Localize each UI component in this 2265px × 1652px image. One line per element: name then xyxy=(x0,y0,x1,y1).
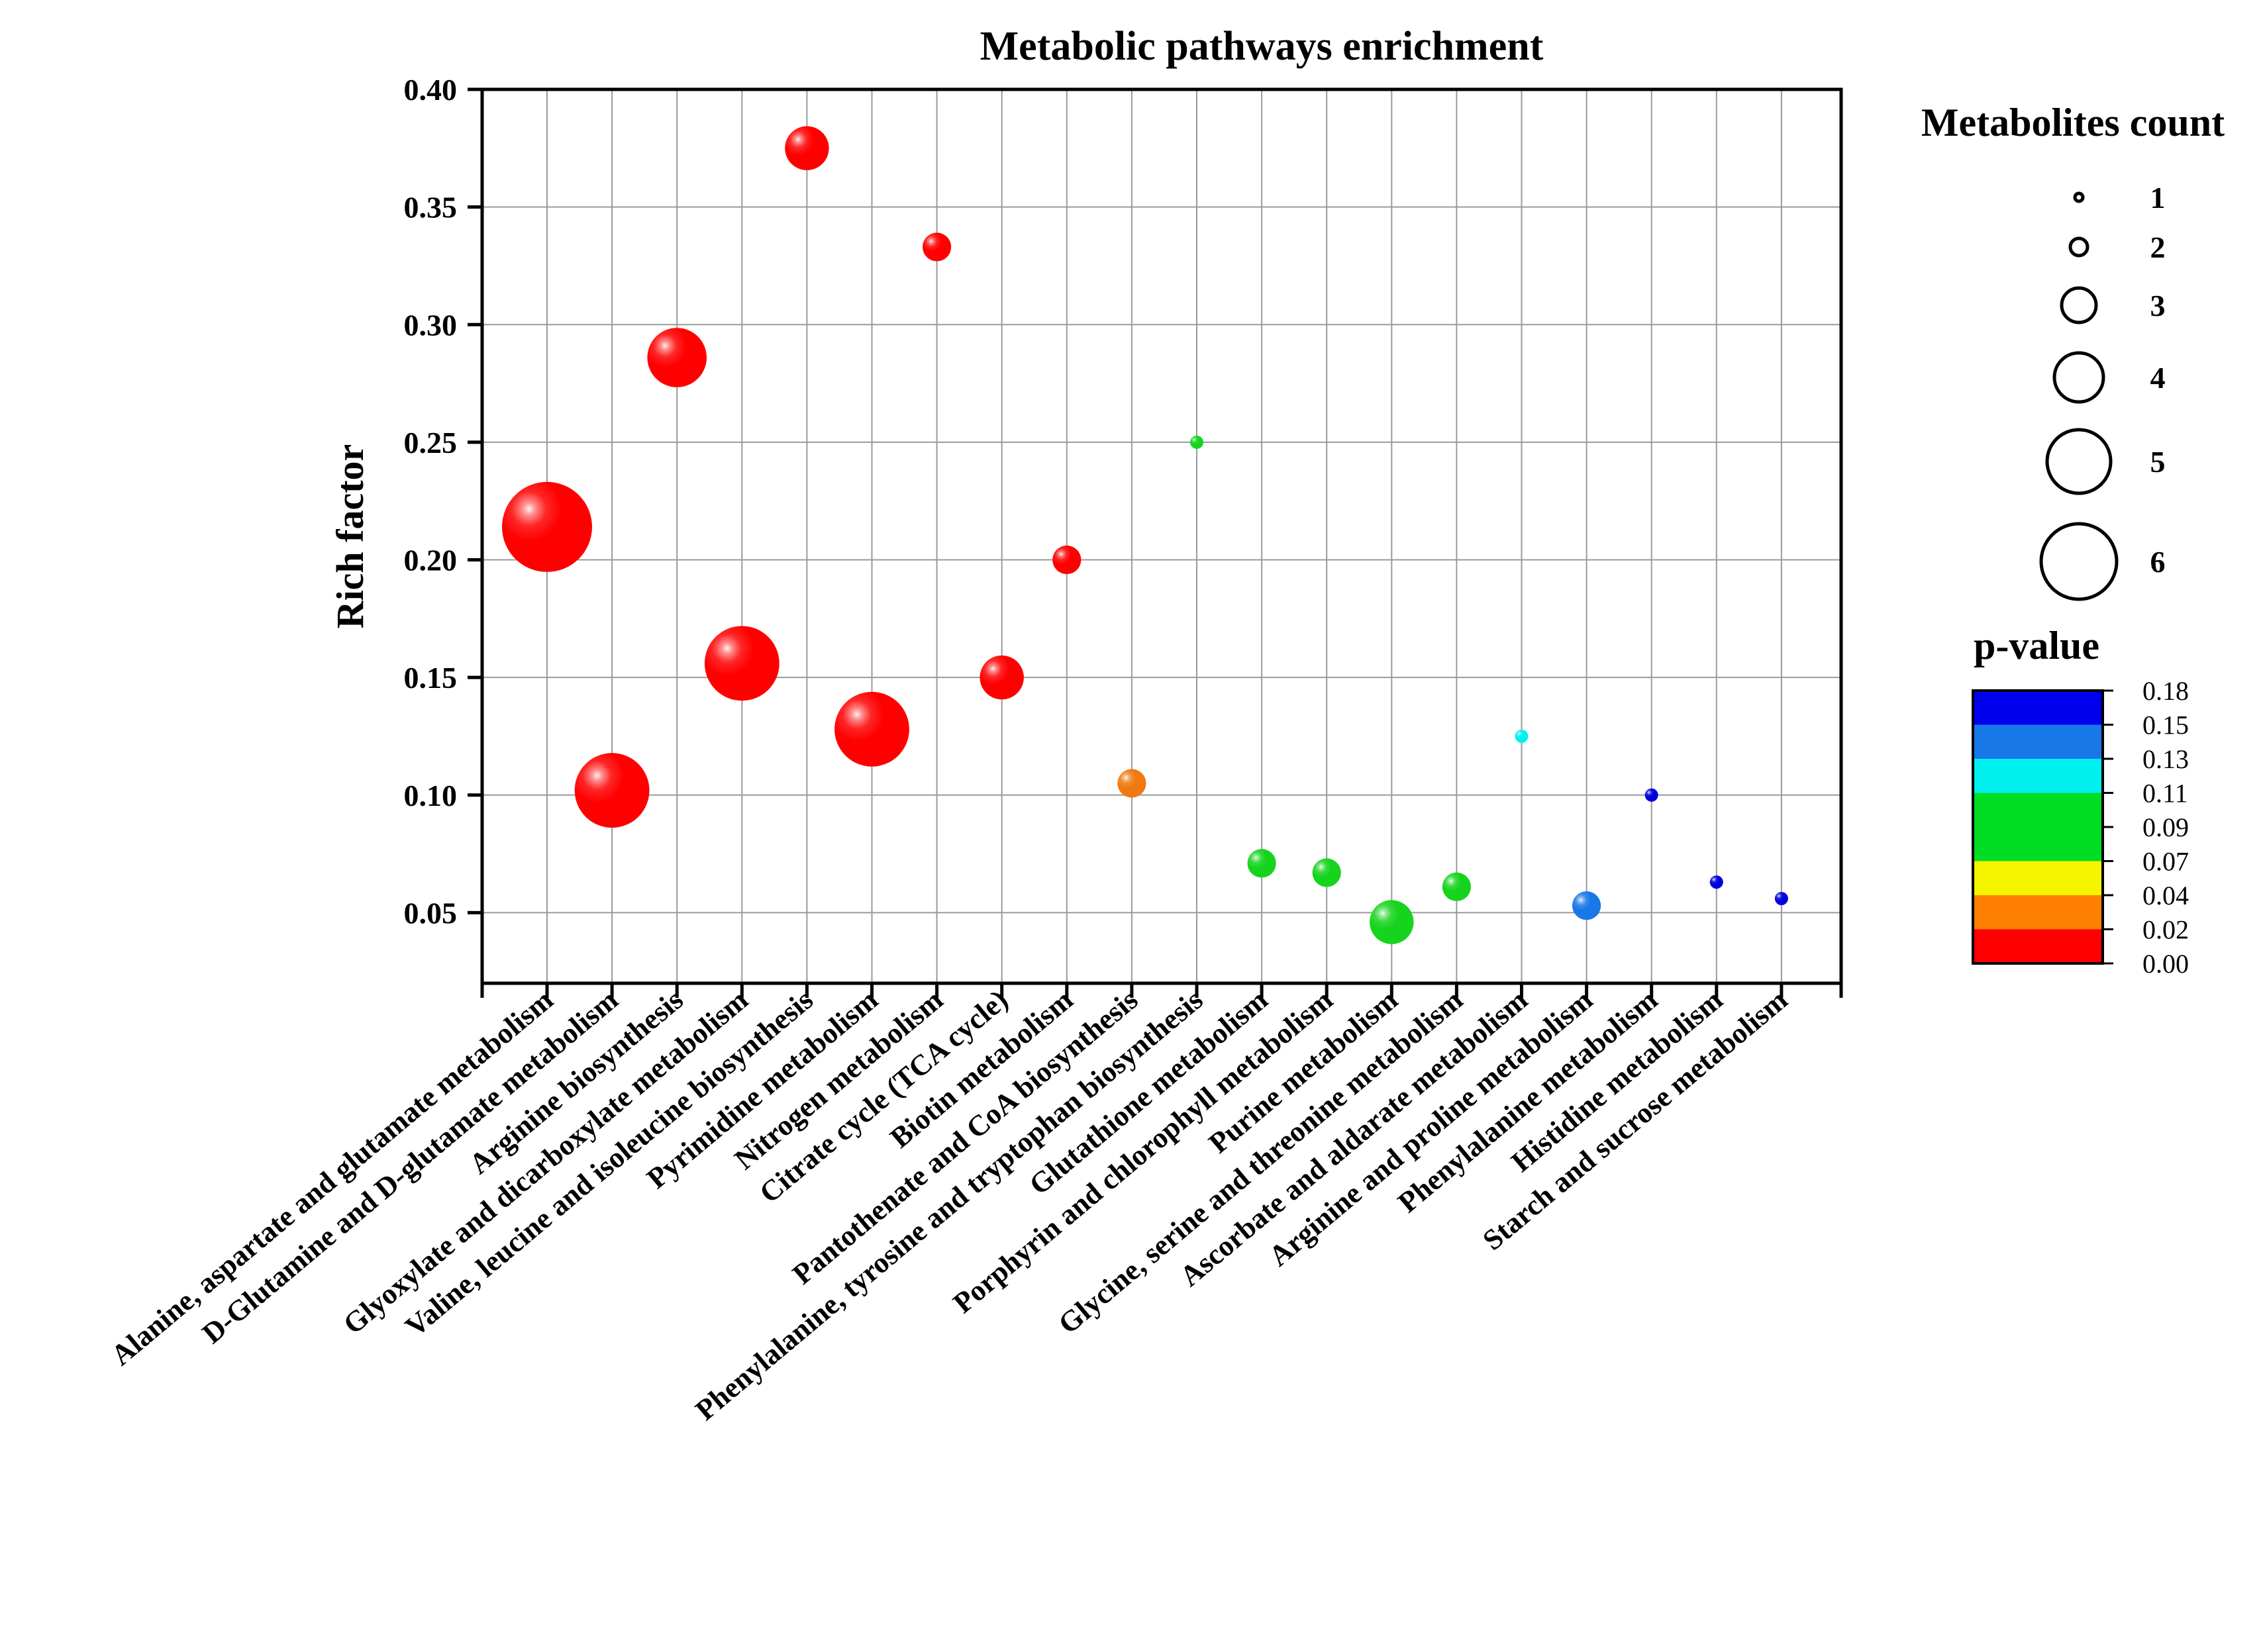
y-tick-label: 0.15 xyxy=(404,661,458,695)
chart-title: Metabolic pathways enrichment xyxy=(980,24,1544,69)
size-legend-label: 5 xyxy=(2150,445,2166,479)
bubble-highlight xyxy=(1190,435,1203,449)
bubble-highlight xyxy=(1442,872,1471,901)
size-legend-label: 2 xyxy=(2150,230,2166,264)
bubble-highlight xyxy=(1312,858,1341,887)
bubble-highlight xyxy=(1515,729,1529,743)
size-legend-label: 3 xyxy=(2150,289,2166,322)
plot-frame xyxy=(480,87,1843,985)
bubble-highlight xyxy=(704,626,780,701)
y-tick-label: 0.40 xyxy=(404,73,458,107)
size-legend-title: Metabolites count xyxy=(1921,101,2225,144)
axes xyxy=(468,87,1843,998)
x-tick-label: Alanine, aspartate and glutamate metabol… xyxy=(105,983,559,1372)
grid-lines xyxy=(482,89,1841,983)
color-legend-title: p-value xyxy=(1974,624,2099,667)
color-bar-label: 0.04 xyxy=(2142,881,2189,910)
size-legend-circle xyxy=(2039,522,2119,601)
y-tick-label: 0.10 xyxy=(404,779,458,812)
bubble-highlight xyxy=(1370,900,1414,944)
color-bar-label: 0.00 xyxy=(2142,949,2189,979)
bubble-highlight xyxy=(1774,892,1788,906)
bubble-highlight xyxy=(980,655,1024,700)
size-legend-circle xyxy=(2045,428,2113,495)
y-tick-label: 0.25 xyxy=(404,426,458,460)
color-bar-label: 0.11 xyxy=(2142,779,2188,808)
y-axis-label: Rich factor xyxy=(328,444,372,629)
color-bar-segment xyxy=(1973,691,2103,725)
size-legend-label: 1 xyxy=(2150,181,2166,215)
y-tick-label: 0.20 xyxy=(404,544,458,577)
size-legend-label: 6 xyxy=(2150,545,2166,579)
color-legend: p-value 0.18 0.15 0.13 0.11 0.09 0.07 0.04 0.02… xyxy=(1972,624,2189,979)
bubble-highlight xyxy=(1052,545,1082,575)
color-bar-label: 0.09 xyxy=(2142,812,2189,842)
bubble-highlight xyxy=(1247,849,1276,878)
color-bar-segment xyxy=(1973,827,2103,861)
color-bar-segment xyxy=(1973,759,2103,793)
color-bar-label: 0.07 xyxy=(2142,847,2189,877)
y-tick-label: 0.30 xyxy=(404,308,458,342)
size-legend-circle xyxy=(2052,351,2105,404)
color-bar-segment xyxy=(1973,895,2103,930)
bubble-highlight xyxy=(923,232,952,262)
bubble-highlight xyxy=(1117,769,1146,798)
color-bar-segment xyxy=(1973,724,2103,759)
size-legend-circle xyxy=(2068,236,2089,258)
bubble-highlight xyxy=(574,753,650,828)
y-tick-label: 0.35 xyxy=(404,191,458,224)
y-tick-label: 0.05 xyxy=(404,896,458,930)
bubble-highlight xyxy=(834,691,909,767)
size-legend-circle xyxy=(2073,191,2085,203)
color-bar-segment xyxy=(1973,793,2103,828)
color-bar-label: 0.15 xyxy=(2142,710,2189,740)
bubble-highlight xyxy=(647,328,707,387)
bubble-highlight xyxy=(1644,788,1658,802)
bubbles xyxy=(502,126,1788,944)
size-legend-circle xyxy=(2060,286,2098,324)
color-bar-segment xyxy=(1973,929,2103,964)
bubble-highlight xyxy=(785,126,829,171)
bubble-highlight xyxy=(502,481,592,572)
x-tick-labels: Alanine, aspartate and glutamate metabol… xyxy=(105,983,1793,1427)
color-bar-label: 0.13 xyxy=(2142,744,2189,774)
y-tick-labels: 0.05 0.10 0.15 0.20 0.25 0.30 0.35 0.40 xyxy=(404,73,458,930)
color-bar-label: 0.02 xyxy=(2142,915,2189,945)
bubble-highlight xyxy=(1572,891,1601,920)
bubble-highlight xyxy=(1709,875,1723,889)
color-bar-segment xyxy=(1973,861,2103,896)
size-legend-label: 4 xyxy=(2150,361,2166,395)
color-bar-label: 0.18 xyxy=(2142,676,2189,706)
size-legend: Metabolites count 1 2 3 4 5 6 xyxy=(1921,101,2225,601)
